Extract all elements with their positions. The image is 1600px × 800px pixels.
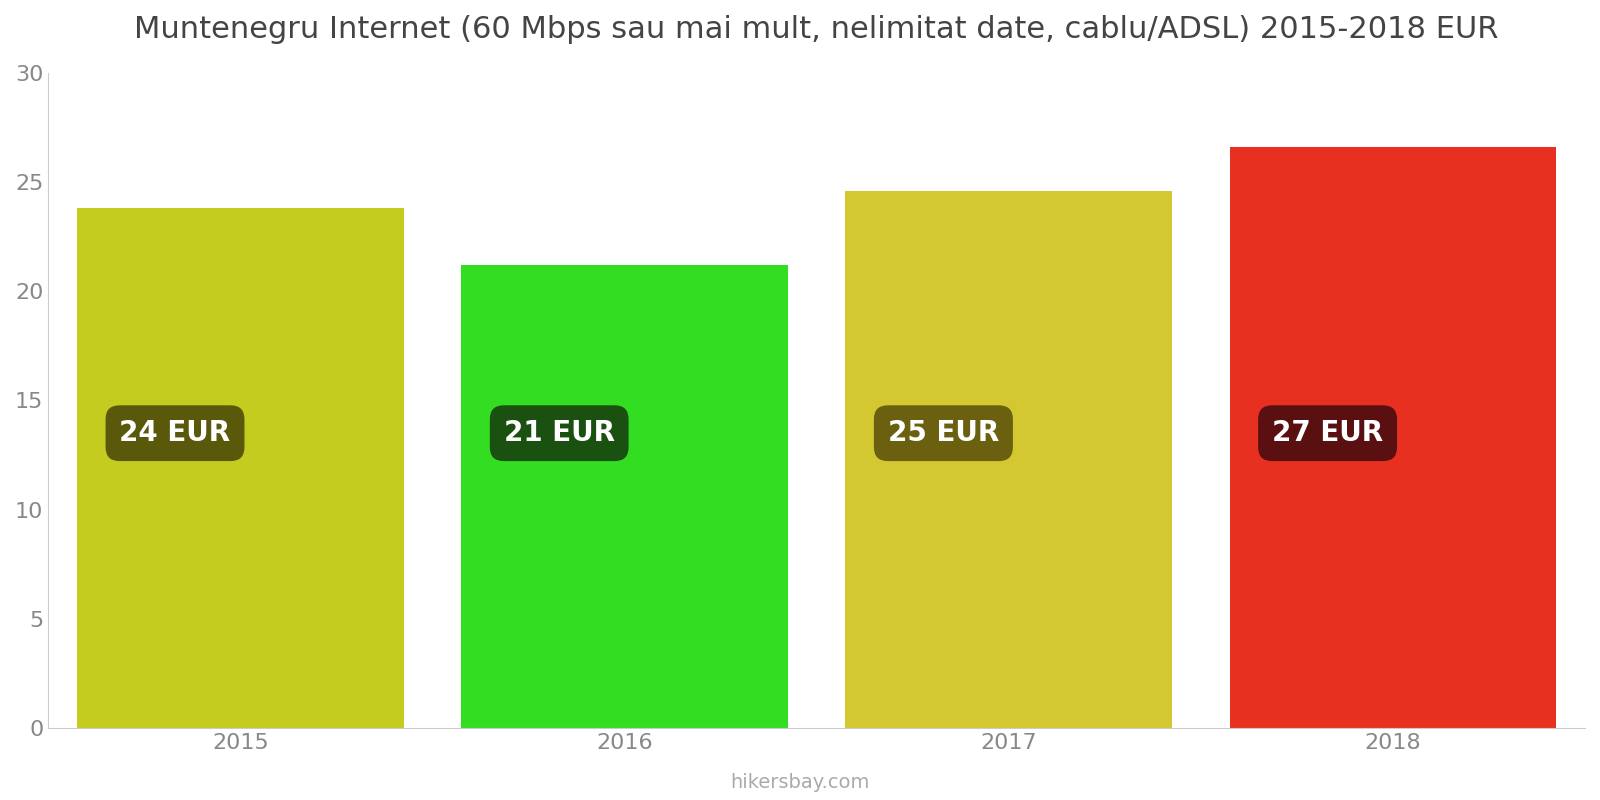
Text: 25 EUR: 25 EUR [888, 419, 998, 447]
Bar [845, 190, 1171, 728]
Text: 27 EUR: 27 EUR [1272, 419, 1382, 447]
Text: 21 EUR: 21 EUR [504, 419, 614, 447]
Title: Muntenegru Internet (60 Mbps sau mai mult, nelimitat date, cablu/ADSL) 2015-2018: Muntenegru Internet (60 Mbps sau mai mul… [134, 15, 1499, 44]
Bar [1230, 147, 1557, 728]
Bar [77, 208, 403, 728]
Bar [461, 265, 787, 728]
Text: 24 EUR: 24 EUR [120, 419, 230, 447]
Text: hikersbay.com: hikersbay.com [730, 773, 870, 792]
